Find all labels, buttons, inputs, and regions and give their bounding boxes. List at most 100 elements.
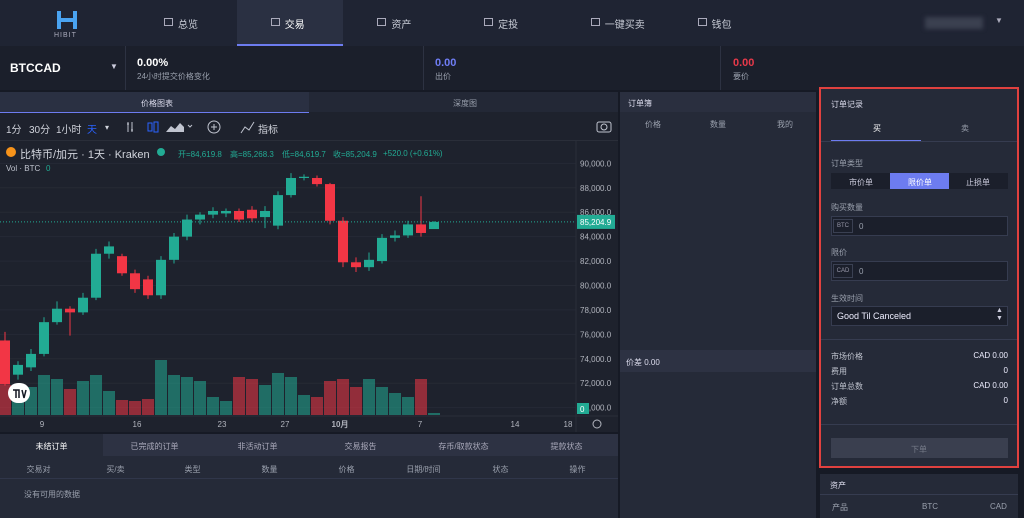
user-name-blurred[interactable] xyxy=(925,17,983,29)
nav-tab[interactable]: 一键买卖 xyxy=(604,20,645,31)
ohlc-close: 收=85,204.9 xyxy=(333,150,377,159)
indicators[interactable]: 指标 xyxy=(258,125,278,136)
orders-column: 类型 xyxy=(184,465,201,474)
orders-column: 操作 xyxy=(569,465,586,474)
col-qty: 数量 xyxy=(710,120,726,129)
order-book-header xyxy=(620,92,816,112)
user-caret[interactable]: ▼ xyxy=(995,16,1003,25)
indicator-icon[interactable] xyxy=(240,119,256,135)
change-label: 24小时提交价格变化 xyxy=(137,72,210,81)
divider xyxy=(820,494,1018,495)
ohlc-open: 开=84,619.8 xyxy=(178,150,222,159)
ohlc-low: 低=84,619.7 xyxy=(282,150,326,159)
nav-tab[interactable]: 钱包 xyxy=(711,20,732,31)
nav-tab-icon[interactable] xyxy=(697,18,707,26)
buy-tab[interactable] xyxy=(831,116,921,141)
limit-value[interactable]: 0 xyxy=(859,267,864,276)
orders-tab[interactable]: 未结订单 xyxy=(35,442,68,451)
assets-panel: 资产 产品 BTC CAD xyxy=(820,474,1018,518)
asset-col: BTC xyxy=(922,502,938,511)
sell-label[interactable]: 卖 xyxy=(961,124,969,133)
orders-header: 交易对 买/卖 类型 数量 价格 日期/时间 状态 操作 xyxy=(0,458,618,479)
orders-panel: 未结订单 已完成的订单 非活动订单 交易报告 存币/取款状态 提款状态 交易对 买/卖 类型 数… xyxy=(0,434,618,518)
interval[interactable]: 1分 xyxy=(6,125,22,136)
orders-column: 交易对 xyxy=(26,465,51,474)
tif-value[interactable]: Good Til Canceled xyxy=(837,311,912,321)
quantity-input[interactable] xyxy=(831,216,1008,236)
ohlc-change: +520.0 (+0.61%) xyxy=(383,149,443,158)
orders-column: 价格 xyxy=(338,465,355,474)
orders-tab[interactable]: 存币/取款状态 xyxy=(438,442,489,451)
quantity-value[interactable]: 0 xyxy=(859,222,864,231)
assets-title: 资产 xyxy=(830,481,846,490)
order-type[interactable]: 市价单 xyxy=(849,178,873,187)
summary-label: 订单总数 xyxy=(831,382,863,391)
interval[interactable]: 1小时 xyxy=(56,125,82,136)
nav-tab-icon[interactable] xyxy=(270,18,280,26)
orders-tab[interactable]: 交易报告 xyxy=(344,442,377,451)
depth-tab[interactable] xyxy=(309,92,618,112)
buy-label[interactable]: 买 xyxy=(873,124,881,133)
asset-col: 产品 xyxy=(832,503,848,512)
orders-column: 日期/时间 xyxy=(406,465,441,474)
nav-tab[interactable]: 总览 xyxy=(178,20,198,31)
order-book-title: 订单簿 xyxy=(628,99,652,108)
tif-label: 生效时间 xyxy=(831,294,863,303)
orders-column: 数量 xyxy=(261,465,278,474)
nav-tab-icon[interactable] xyxy=(164,18,173,26)
nav-tab-icon[interactable] xyxy=(377,18,387,26)
divider xyxy=(821,339,1017,340)
nav-tab[interactable]: 定投 xyxy=(498,20,519,31)
interval-caret[interactable]: ▾ xyxy=(105,123,110,132)
symbol: 比特币/加元 · 1天 · Kraken xyxy=(20,149,150,161)
pair-caret[interactable]: ▼ xyxy=(110,62,118,71)
divider xyxy=(125,46,126,90)
orders-tab-active[interactable] xyxy=(0,434,103,456)
active-tab-bg xyxy=(237,0,343,46)
limit-input[interactable] xyxy=(831,261,1008,281)
orders-empty: 没有可用的数据 xyxy=(24,490,80,499)
toolbar-icons[interactable] xyxy=(124,119,234,135)
interval-active[interactable]: 天 xyxy=(87,125,97,136)
btc-icon xyxy=(6,147,16,157)
divider xyxy=(821,424,1017,425)
chart-tab-active[interactable] xyxy=(0,92,309,113)
bid-label: 出价 xyxy=(435,72,451,81)
spread-row xyxy=(620,350,816,372)
orders-tab[interactable]: 非活动订单 xyxy=(237,442,278,451)
orders-tab[interactable]: 提款状态 xyxy=(550,442,583,451)
tif-select[interactable] xyxy=(831,306,1008,326)
submit-button[interactable] xyxy=(831,438,1008,458)
ask: 0.00 xyxy=(733,57,755,69)
nav-tab-icon[interactable] xyxy=(590,18,600,26)
summary-label: 费用 xyxy=(831,367,847,376)
snapshot-icon[interactable] xyxy=(596,119,612,133)
chart-tab-label[interactable]: 价格图表 xyxy=(141,99,173,108)
asset-col: CAD xyxy=(990,502,1007,511)
nav-tab[interactable]: 资产 xyxy=(391,20,412,31)
pair[interactable]: BTCCAD xyxy=(10,61,61,75)
interval[interactable]: 30分 xyxy=(29,125,51,136)
depth-tab-label[interactable]: 深度图 xyxy=(453,99,477,108)
orders-column: 买/卖 xyxy=(106,465,125,474)
nav-tab-icon[interactable] xyxy=(484,18,494,26)
divider xyxy=(821,141,1017,142)
orders-column: 状态 xyxy=(492,465,509,474)
order-type[interactable]: 限价单 xyxy=(908,178,932,187)
submit-label[interactable]: 下单 xyxy=(911,445,927,454)
nav-tab[interactable]: 交易 xyxy=(284,20,305,31)
summary-value: 0 xyxy=(1003,396,1008,405)
col-mine: 我的 xyxy=(777,120,793,129)
tif-arrows[interactable]: ▲ ▼ xyxy=(996,307,1003,322)
summary-label: 净额 xyxy=(831,397,847,406)
orders-tab[interactable]: 已完成的订单 xyxy=(130,442,179,451)
change: 0.00% xyxy=(137,57,169,69)
order-type-active[interactable] xyxy=(890,173,949,189)
limit-unit: CAD xyxy=(833,264,853,278)
quantity-label: 购买数量 xyxy=(831,203,863,212)
limit-label: 限价 xyxy=(831,248,847,257)
spread: 价差 0.00 xyxy=(626,358,660,367)
order-book: 订单簿 价格 数量 我的 价差 0.00 xyxy=(620,92,816,518)
order-type[interactable]: 止损单 xyxy=(966,178,990,187)
